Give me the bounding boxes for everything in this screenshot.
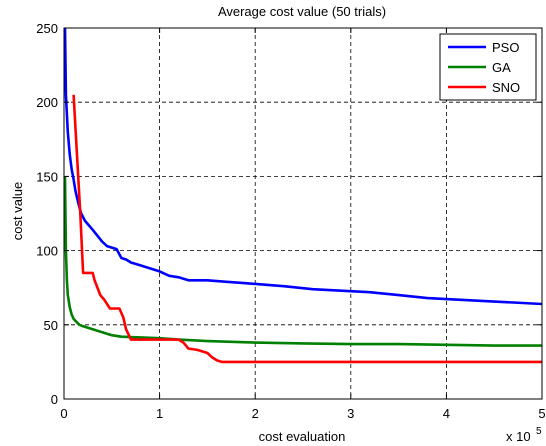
y-tick-label: 100	[36, 244, 58, 259]
series-line-sno	[72, 94, 542, 364]
x-multiplier-exponent: 5	[536, 426, 542, 437]
plot-frame	[63, 27, 543, 400]
x-tick-label: 5	[538, 406, 545, 421]
legend-label-ga: GA	[492, 60, 511, 75]
series-lines	[63, 27, 543, 364]
legend-label-pso: PSO	[492, 40, 519, 55]
y-tick-label: 250	[36, 21, 58, 36]
y-tick-label: 150	[36, 169, 58, 184]
x-tick-label: 3	[347, 406, 354, 421]
chart-title: Average cost value (50 trials)	[218, 4, 386, 19]
grid	[64, 28, 542, 399]
series-line-pso	[63, 27, 543, 306]
x-tick-label: 4	[443, 406, 450, 421]
x-tick-label: 2	[252, 406, 259, 421]
x-multiplier-label: x 10	[506, 429, 531, 444]
x-axis-label: cost evaluation	[259, 429, 346, 444]
x-tick-label: 1	[156, 406, 163, 421]
y-tick-label: 200	[36, 95, 58, 110]
legend-label-sno: SNO	[492, 80, 520, 95]
legend: PSO GA SNO	[439, 33, 537, 101]
x-tick-label: 0	[60, 406, 67, 421]
y-axis-label: cost value	[10, 182, 25, 241]
y-tick-label: 50	[44, 318, 58, 333]
y-tick-label: 0	[51, 392, 58, 407]
series-line-ga	[63, 176, 542, 347]
